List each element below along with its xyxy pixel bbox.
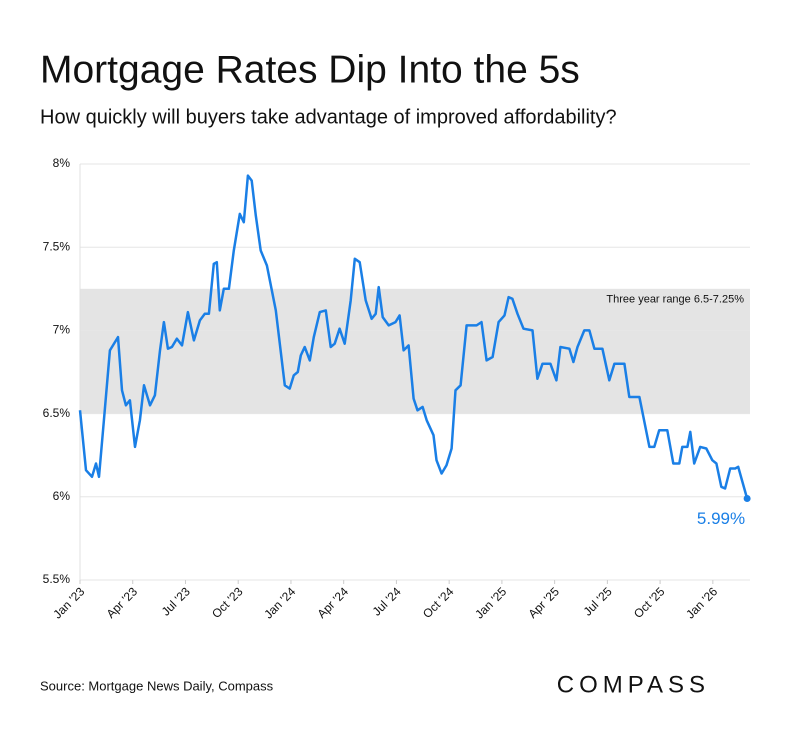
x-tick-label: Jan '23 (50, 584, 87, 621)
range-band (80, 288, 750, 414)
end-dot (743, 494, 751, 502)
source: Source: Mortgage News Daily, Compass (40, 678, 274, 693)
x-tick-label: Oct '24 (420, 584, 457, 621)
x-tick-label: Oct '23 (209, 584, 246, 621)
x-tick-label: Jul '25 (581, 584, 615, 618)
y-tick-label: 5.5% (43, 572, 71, 586)
x-tick-label: Apr '24 (315, 584, 352, 621)
y-tick-label: 7% (53, 323, 71, 337)
x-tick-label: Jan '26 (683, 584, 720, 621)
band-label: Three year range 6.5-7.25% (606, 294, 744, 306)
end-label: 5.99% (697, 509, 745, 528)
y-tick-label: 6.5% (43, 406, 71, 420)
y-tick-label: 7.5% (43, 239, 71, 253)
brand: COMPASS (557, 671, 710, 698)
chart-title: Mortgage Rates Dip Into the 5s (40, 48, 580, 91)
x-tick-label: Jul '24 (370, 584, 404, 618)
chart-subtitle: How quickly will buyers take advantage o… (40, 106, 617, 128)
x-tick-label: Apr '25 (525, 584, 562, 621)
x-tick-label: Oct '25 (631, 584, 668, 621)
rate-line (78, 174, 749, 499)
x-tick-label: Jan '24 (261, 584, 298, 621)
y-tick-label: 6% (53, 489, 71, 503)
y-tick-label: 8% (53, 156, 71, 170)
x-tick-label: Apr '23 (104, 584, 141, 621)
x-tick-label: Jan '25 (472, 584, 509, 621)
x-tick-label: Jul '23 (159, 584, 193, 618)
